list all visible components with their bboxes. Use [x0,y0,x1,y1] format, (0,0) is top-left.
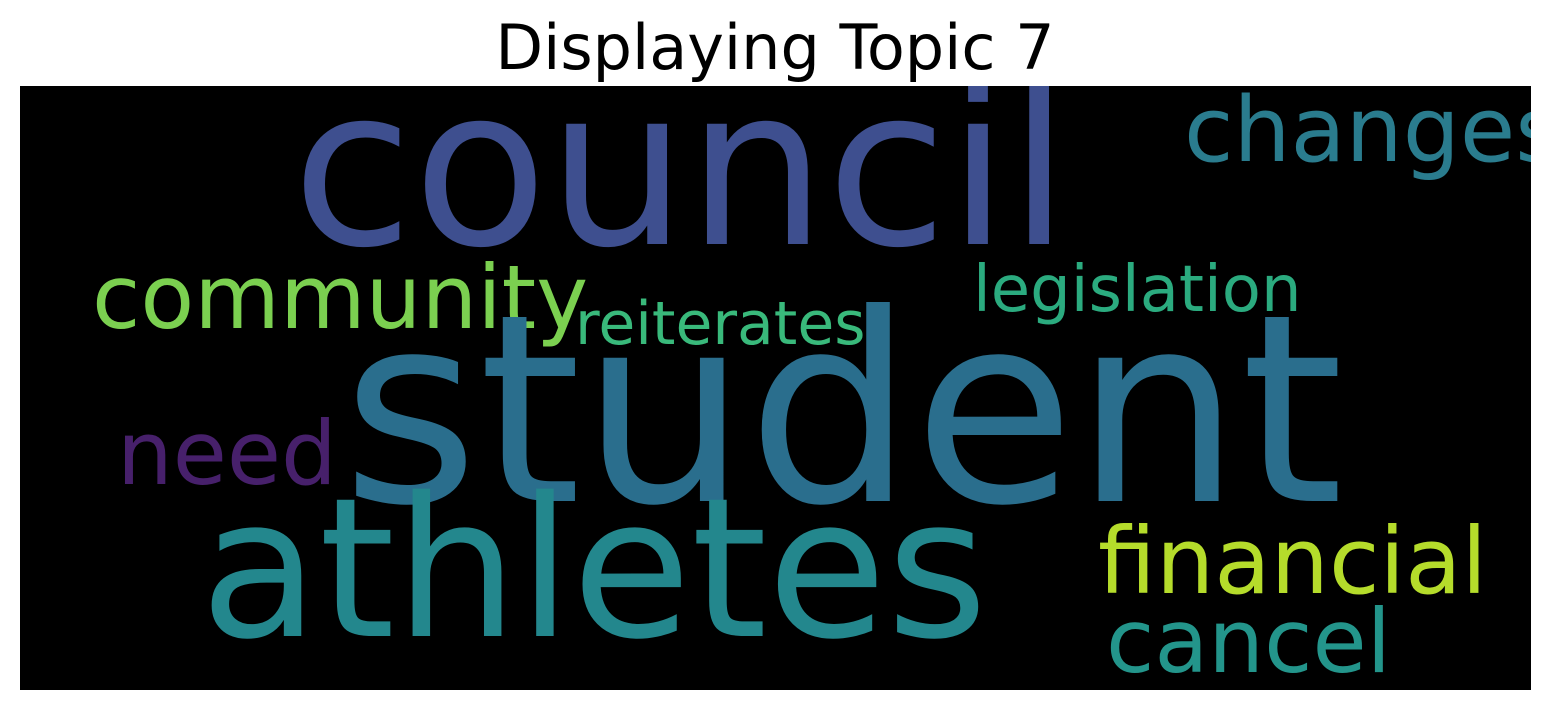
word-cloud: council changes community legislation re… [20,86,1531,690]
word-reiterates: reiterates [575,289,866,359]
page-title: Displaying Topic 7 [495,11,1055,84]
word-cancel: cancel [1106,590,1392,690]
word-athletes: athletes [200,456,988,682]
word-council: council [292,86,1070,296]
word-student: student [342,258,1344,563]
word-community: community [92,246,589,349]
word-legislation: legislation [973,253,1302,327]
word-financial: financial [1098,508,1488,615]
word-changes: changes [1184,86,1531,183]
word-need: need [117,402,337,505]
